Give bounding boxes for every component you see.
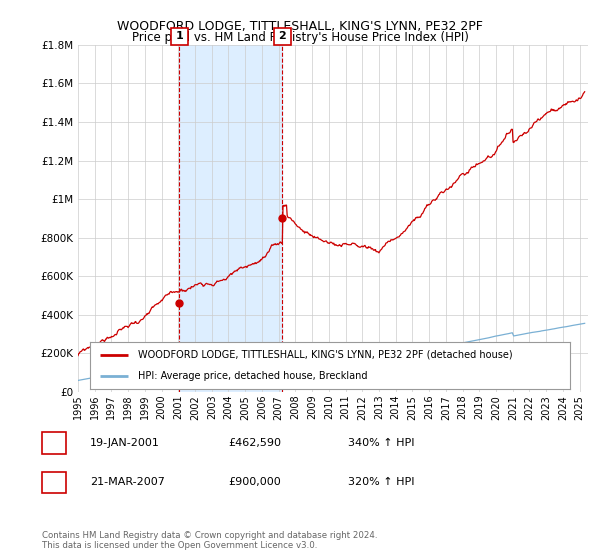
Text: £462,590: £462,590 [228,438,281,448]
Text: WOODFORD LODGE, TITTLESHALL, KING'S LYNN, PE32 2PF (detached house): WOODFORD LODGE, TITTLESHALL, KING'S LYNN… [138,350,512,360]
Text: Contains HM Land Registry data © Crown copyright and database right 2024.
This d: Contains HM Land Registry data © Crown c… [42,530,377,550]
Text: 320% ↑ HPI: 320% ↑ HPI [348,477,415,487]
Text: 2: 2 [50,477,58,487]
Text: 1: 1 [50,438,58,448]
Bar [179,45,283,392]
Text: 19-JAN-2001: 19-JAN-2001 [90,438,160,448]
Text: 1: 1 [175,31,183,41]
Text: 340% ↑ HPI: 340% ↑ HPI [348,438,415,448]
Text: Price paid vs. HM Land Registry's House Price Index (HPI): Price paid vs. HM Land Registry's House … [131,31,469,44]
Text: HPI: Average price, detached house, Breckland: HPI: Average price, detached house, Brec… [138,371,367,381]
Text: 2: 2 [278,31,286,41]
Text: 21-MAR-2007: 21-MAR-2007 [90,477,165,487]
Text: £900,000: £900,000 [228,477,281,487]
Text: WOODFORD LODGE, TITTLESHALL, KING'S LYNN, PE32 2PF: WOODFORD LODGE, TITTLESHALL, KING'S LYNN… [117,20,483,32]
